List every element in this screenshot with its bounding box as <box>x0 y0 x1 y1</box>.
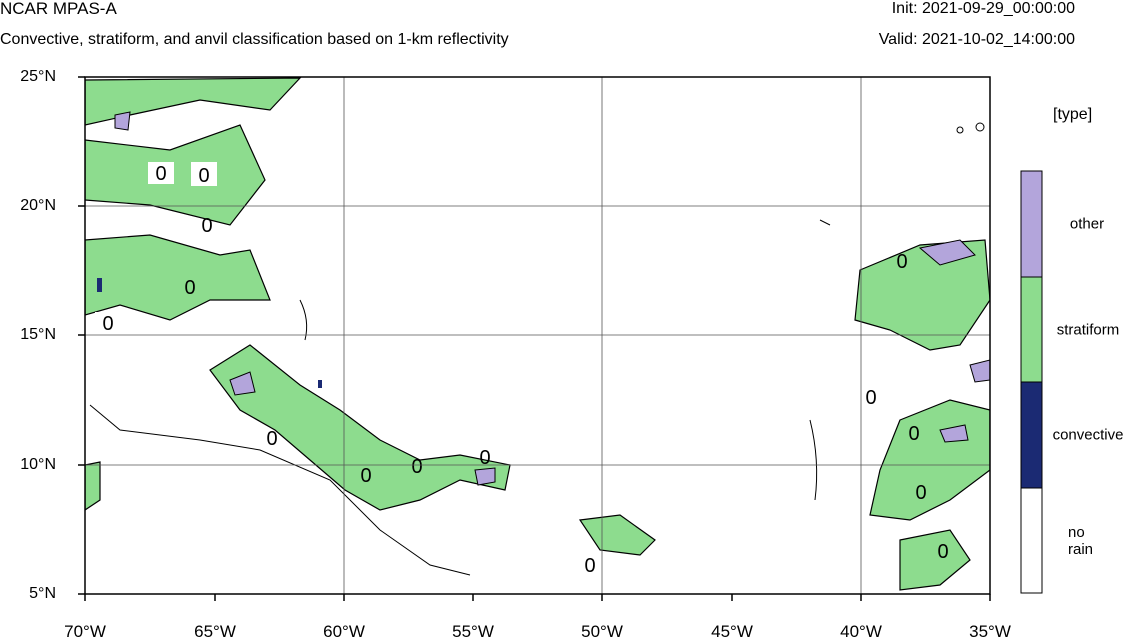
init-time: Init: 2021-09-29_00:00:00 <box>891 0 1075 17</box>
axis-ticks <box>78 76 991 601</box>
contour-label: 0 <box>201 215 212 237</box>
lat-label-5n: 5°N <box>29 585 56 602</box>
contour-label: 0 <box>584 555 595 577</box>
lon-label-60w: 60°W <box>323 622 365 641</box>
contour-label: 0 <box>479 447 490 469</box>
contour-label: 0 <box>184 277 195 299</box>
lon-label-65w: 65°W <box>194 622 236 641</box>
precip-fields: 0 0 0 0 0 0 0 0 0 0 0 0 0 0 0 <box>85 77 990 591</box>
legend-swatch-convective <box>1020 381 1043 489</box>
lon-label-45w: 45°W <box>711 622 753 641</box>
contour-label: 0 <box>915 482 926 504</box>
contour-label: 0 <box>411 456 422 478</box>
contour-label: 0 <box>155 163 166 185</box>
lat-label-15n: 15°N <box>20 326 56 343</box>
legend-label-other: other <box>1069 215 1105 233</box>
other-areas <box>114 111 990 486</box>
plot-description: Convective, stratiform, and anvil classi… <box>0 31 509 48</box>
legend-label-stratiform: stratiform <box>1056 321 1120 339</box>
contour-label: 0 <box>266 428 277 450</box>
convective-areas <box>97 278 322 388</box>
contour-labels: 0 0 0 0 0 0 0 0 0 0 0 0 0 0 0 <box>95 162 949 577</box>
lat-lon-grid <box>85 77 990 594</box>
lon-label-40w: 40°W <box>840 622 882 641</box>
lon-label-70w: 70°W <box>64 622 106 641</box>
lat-label-25n: 25°N <box>20 68 56 85</box>
legend-title: [type] <box>1053 106 1093 123</box>
legend-colorbar <box>1020 170 1043 594</box>
model-title: NCAR MPAS-A <box>0 0 117 18</box>
contour-label: 0 <box>198 165 209 187</box>
lon-label-55w: 55°W <box>452 622 494 641</box>
contour-label: 0 <box>360 465 371 487</box>
legend-swatch-stratiform <box>1020 276 1043 383</box>
valid-time: Valid: 2021-10-02_14:00:00 <box>878 31 1075 48</box>
contour-label: 0 <box>865 387 876 409</box>
contour-label: 0 <box>937 541 948 563</box>
lon-label-35w: 35°W <box>969 622 1011 641</box>
legend-label-convective: convective <box>1052 426 1124 444</box>
lat-label-10n: 10°N <box>20 456 56 473</box>
legend-swatch-other <box>1020 170 1043 278</box>
lon-label-50w: 50°W <box>581 622 623 641</box>
contour-label: 0 <box>896 251 907 273</box>
legend-label-no-rain: no rain <box>1068 524 1094 558</box>
legend-swatch-no-rain <box>1020 487 1043 594</box>
contour-label: 0 <box>908 423 919 445</box>
lat-label-20n: 20°N <box>20 197 56 214</box>
contour-label: 0 <box>102 313 113 335</box>
